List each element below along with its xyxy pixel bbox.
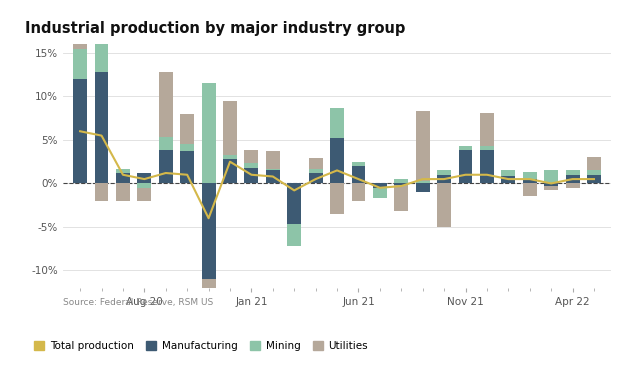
Bar (437, 175, 451, 183)
Bar (566, 170, 580, 175)
Bar (309, 169, 323, 173)
Bar (437, 170, 451, 175)
Bar (287, 224, 301, 246)
Bar (116, 183, 130, 201)
Bar (394, 185, 408, 211)
Bar (137, 188, 151, 201)
Bar (309, 158, 323, 169)
Bar (266, 151, 280, 169)
Bar (116, 169, 130, 173)
Bar (416, 181, 430, 183)
Bar (373, 183, 387, 188)
Bar (266, 170, 280, 183)
Bar (523, 179, 537, 183)
Bar (587, 157, 601, 170)
Bar (480, 113, 494, 146)
Bar (480, 146, 494, 151)
Bar (202, 83, 215, 183)
Bar (523, 183, 537, 196)
Bar (159, 151, 173, 183)
Bar (523, 172, 537, 179)
Bar (94, 0, 108, 72)
Bar (330, 108, 344, 138)
Legend: Total production, Manufacturing, Mining, Utilities: Total production, Manufacturing, Mining,… (30, 337, 372, 355)
Bar (244, 163, 258, 168)
Bar (394, 179, 408, 183)
Bar (587, 175, 601, 183)
Bar (223, 159, 237, 183)
Bar (180, 144, 194, 151)
Bar (544, 186, 558, 190)
Bar (94, 72, 108, 183)
Bar (373, 188, 387, 198)
Bar (352, 162, 365, 166)
Bar (266, 169, 280, 170)
Bar (566, 175, 580, 183)
Bar (309, 173, 323, 183)
Bar (244, 151, 258, 163)
Bar (73, 79, 87, 183)
Bar (137, 173, 151, 183)
Bar (416, 111, 430, 181)
Bar (223, 155, 237, 159)
Bar (352, 183, 365, 201)
Bar (180, 151, 194, 183)
Bar (202, 279, 215, 344)
Bar (159, 137, 173, 151)
Bar (116, 173, 130, 183)
Bar (73, 49, 87, 79)
Bar (459, 146, 472, 151)
Bar (352, 166, 365, 183)
Bar (501, 169, 515, 176)
Bar (544, 170, 558, 183)
Bar (394, 183, 408, 185)
Bar (587, 170, 601, 175)
Bar (330, 183, 344, 214)
Text: Source: Federal Reserve, RSM US: Source: Federal Reserve, RSM US (63, 297, 213, 307)
Bar (159, 72, 173, 137)
Bar (73, 31, 87, 49)
Bar (459, 151, 472, 183)
Bar (480, 151, 494, 183)
Bar (544, 183, 558, 186)
Bar (287, 183, 301, 224)
Bar (566, 183, 580, 188)
Bar (244, 168, 258, 183)
Bar (416, 183, 430, 192)
Bar (223, 101, 237, 155)
Bar (202, 183, 215, 279)
Bar (180, 114, 194, 144)
Bar (137, 183, 151, 188)
Bar (501, 176, 515, 183)
Text: Industrial production by major industry group: Industrial production by major industry … (25, 21, 405, 36)
Bar (94, 183, 108, 201)
Bar (437, 183, 451, 227)
Bar (330, 138, 344, 183)
